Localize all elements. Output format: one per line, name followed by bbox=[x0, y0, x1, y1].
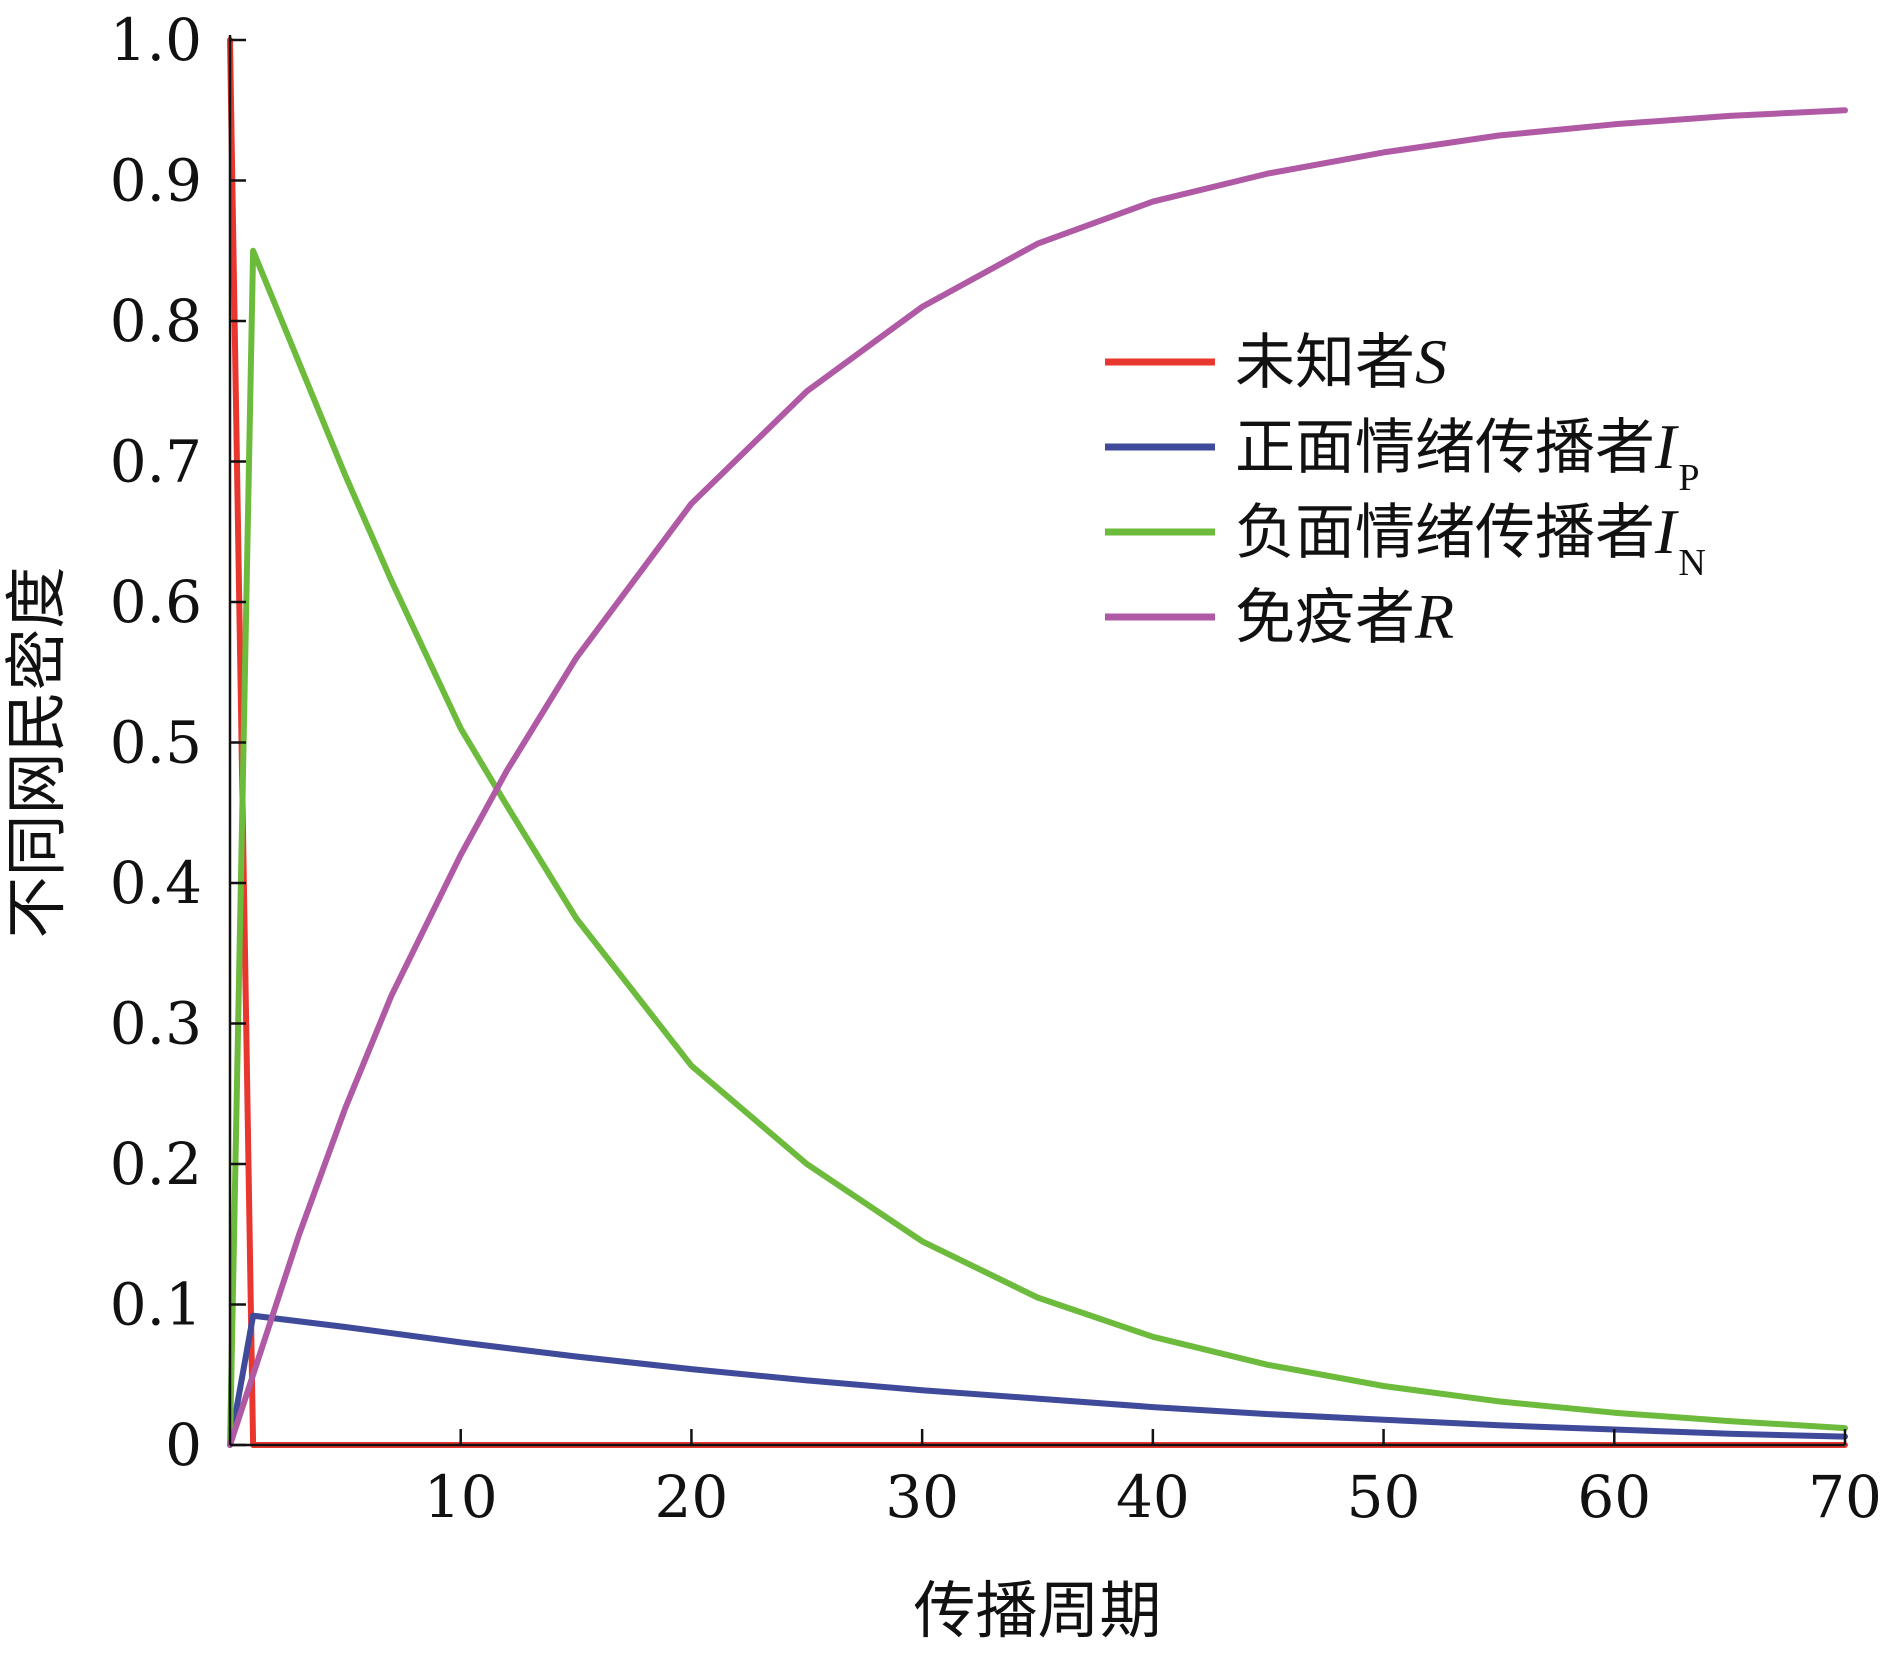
x-tick-label: 40 bbox=[1116, 1463, 1190, 1531]
y-tick-label: 0.4 bbox=[110, 849, 202, 917]
axes: 10 20 30 40 50 60 70 0 0.1 0.2 0.3 0.4 0.5 0.6 0.7 0.8 0… bbox=[110, 6, 1882, 1531]
x-tick-label: 10 bbox=[424, 1463, 498, 1531]
x-tick-label: 20 bbox=[655, 1463, 729, 1531]
x-tick-label: 60 bbox=[1577, 1463, 1651, 1531]
y-tick-label: 0.2 bbox=[110, 1130, 202, 1198]
series-line-1 bbox=[227, 1312, 1848, 1448]
x-axis-title: 传播周期 bbox=[913, 1574, 1161, 1647]
y-tick-label: 0.6 bbox=[110, 568, 202, 636]
series-layer bbox=[227, 37, 1848, 1448]
series-line-3 bbox=[227, 107, 1848, 1448]
y-axis-title: 不同网民密度 bbox=[0, 566, 73, 938]
y-tick-label: 0.1 bbox=[110, 1271, 202, 1339]
y-tick-label: 1.0 bbox=[110, 6, 202, 74]
legend-label-1: 正面情绪传播者IP bbox=[1235, 411, 1699, 499]
y-tick-label: 0.8 bbox=[110, 287, 202, 355]
series-line-2 bbox=[227, 247, 1848, 1448]
y-tick-label: 0.9 bbox=[110, 147, 202, 215]
y-tick-label: 0.7 bbox=[110, 428, 202, 496]
legend-label-0: 未知者S bbox=[1235, 326, 1447, 398]
x-tick-label: 70 bbox=[1808, 1463, 1882, 1531]
legend-label-3: 免疫者R bbox=[1235, 581, 1454, 653]
x-tick-label: 30 bbox=[885, 1463, 959, 1531]
y-tick-label: 0.3 bbox=[110, 990, 202, 1058]
y-tick-label: 0 bbox=[165, 1411, 202, 1479]
x-tick-label: 50 bbox=[1347, 1463, 1421, 1531]
legend-label-2: 负面情绪传播者IN bbox=[1235, 496, 1706, 584]
y-tick-label: 0.5 bbox=[110, 709, 202, 777]
